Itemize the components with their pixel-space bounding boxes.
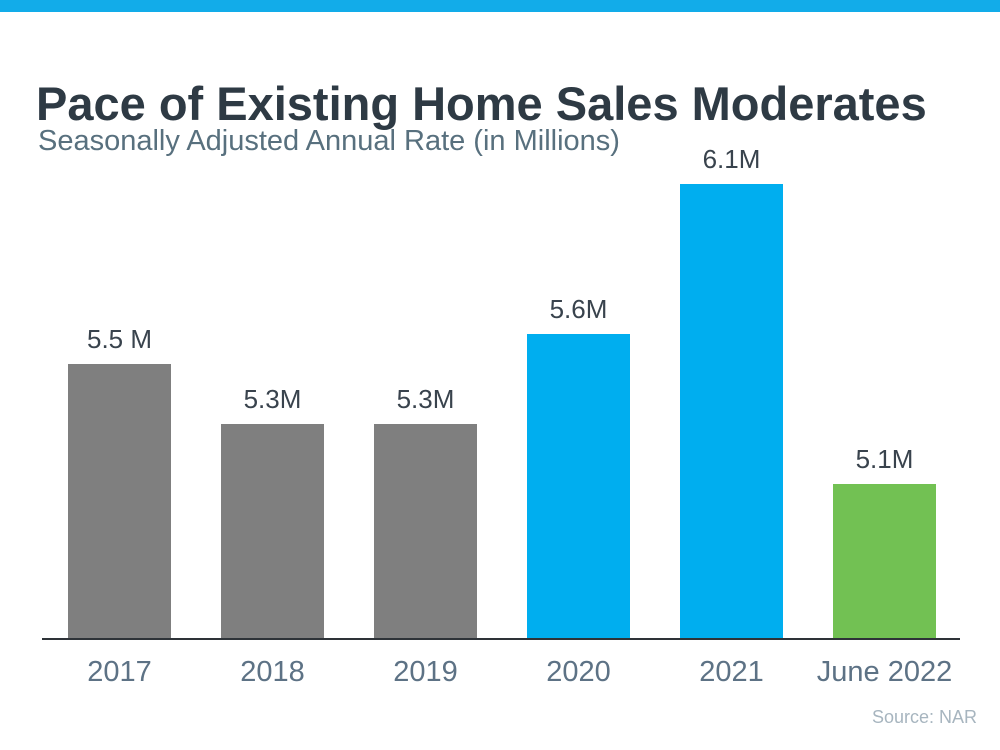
value-label-2019: 5.3M [396,384,455,414]
value-label-2018: 5.3M [243,384,302,414]
bar-2019 [374,424,477,640]
tick-label-June 2022: June 2022 [816,656,953,688]
source-note: Source: NAR [871,707,977,727]
value-label-June 2022: 5.1M [855,444,914,474]
value-label-2020: 5.6M [549,294,608,324]
bar-2017 [68,364,171,640]
bar-June 2022 [833,484,936,640]
chart-title: Pace of Existing Home Sales Moderates [36,77,927,131]
tick-label-2021: 2021 [699,656,764,688]
chart-subtitle: Seasonally Adjusted Annual Rate (in Mill… [38,125,620,158]
top-accent-bar [0,0,1000,12]
tick-label-2017: 2017 [87,656,152,688]
value-label-2017: 5.5 M [86,324,153,354]
x-axis-line [42,638,960,640]
bar-2018 [221,424,324,640]
tick-label-2019: 2019 [393,656,458,688]
tick-label-2018: 2018 [240,656,305,688]
bar-chart-plot-area: 5.5 M 5.3M 5.3M 5.6M 6.1M 5.1M 2017 2018 2019 20… [0,140,1000,700]
bar-2020 [527,334,630,640]
bar-2021 [680,184,783,640]
value-label-2021: 6.1M [702,144,761,174]
tick-label-2020: 2020 [546,656,611,688]
